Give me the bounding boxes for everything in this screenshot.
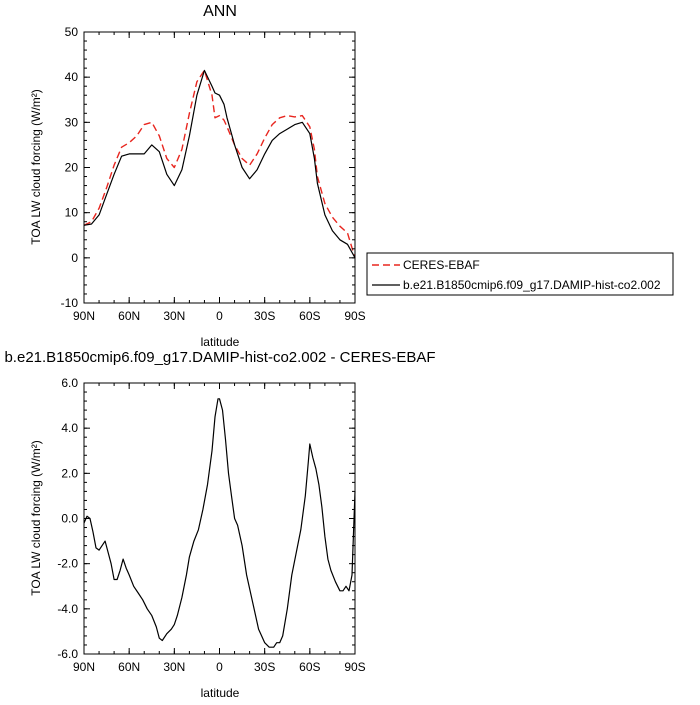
y-axis-label: TOA LW cloud forcing (W/m²) <box>29 89 43 245</box>
x-tick-label: 0 <box>216 309 223 323</box>
legend-label-model: b.e21.B1850cmip6.f09_g17.DAMIP-hist-co2.… <box>403 278 661 292</box>
y-tick-label: -10 <box>61 296 79 310</box>
x-tick-label: 0 <box>216 660 223 674</box>
y-tick-label: 2.0 <box>61 466 78 480</box>
chart-title: ANN <box>203 3 237 20</box>
top-panel: ANN -10 0 10 20 30 40 50 90N 60N 30N 0 30S 60S 90S TO… <box>29 3 366 349</box>
y-tick-label: -2.0 <box>57 557 78 571</box>
difference-title: b.e21.B1850cmip6.f09_g17.DAMIP-hist-co2.… <box>4 349 435 366</box>
series-line-model <box>83 398 356 648</box>
x-tick-label: 60N <box>118 309 140 323</box>
y-axis-label-text: TOA LW cloud forcing (W/m²) <box>29 440 43 596</box>
y-axis-label: TOA LW cloud forcing (W/m²) <box>29 440 43 596</box>
y-tick-label: 6.0 <box>61 376 78 390</box>
series-line-ceres <box>83 69 356 259</box>
x-tick-label: 60S <box>299 309 320 323</box>
series-line-model <box>83 69 356 259</box>
bottom-panel: b.e21.B1850cmip6.f09_g17.DAMIP-hist-co2.… <box>4 349 435 700</box>
y-tick-label: 20 <box>65 161 79 175</box>
y-tick-label: 4.0 <box>61 421 78 435</box>
legend-label-ceres: CERES-EBAF <box>403 258 480 272</box>
y-tick-label: 10 <box>65 206 79 220</box>
y-tick-label: 0 <box>71 251 78 265</box>
x-tick-label: 90N <box>73 309 95 323</box>
series-group <box>83 69 356 259</box>
x-tick-label: 60S <box>299 660 320 674</box>
axes-group: -10 0 10 20 30 40 50 90N 60N 30N 0 30S 60S 90S <box>61 25 366 323</box>
plot-frame <box>83 31 356 304</box>
x-tick-label: 90N <box>73 660 95 674</box>
y-tick-label: 50 <box>65 25 79 39</box>
y-axis-label-text: TOA LW cloud forcing (W/m²) <box>29 89 43 245</box>
axes-group: -6.0 -4.0 -2.0 0.0 2.0 4.0 6.0 90N 60N 30N 0 30S 60S… <box>57 376 365 674</box>
x-axis-label: latitude <box>201 335 240 349</box>
x-tick-label: 90S <box>344 660 365 674</box>
x-tick-label: 30S <box>254 660 275 674</box>
x-tick-label: 30N <box>163 309 185 323</box>
y-tick-label: 0.0 <box>61 512 78 526</box>
y-tick-label: 40 <box>65 70 79 84</box>
legend: CERES-EBAF b.e21.B1850cmip6.f09_g17.DAMI… <box>366 252 674 296</box>
plot-frame <box>83 382 356 655</box>
x-tick-label: 60N <box>118 660 140 674</box>
series-group <box>83 398 356 648</box>
x-tick-label: 30N <box>163 660 185 674</box>
legend-box <box>366 252 674 296</box>
y-tick-label: 30 <box>65 115 79 129</box>
x-tick-label: 90S <box>344 309 365 323</box>
y-tick-label: -6.0 <box>57 647 78 661</box>
x-axis-label: latitude <box>201 686 240 700</box>
y-tick-label: -4.0 <box>57 602 78 616</box>
x-tick-label: 30S <box>254 309 275 323</box>
